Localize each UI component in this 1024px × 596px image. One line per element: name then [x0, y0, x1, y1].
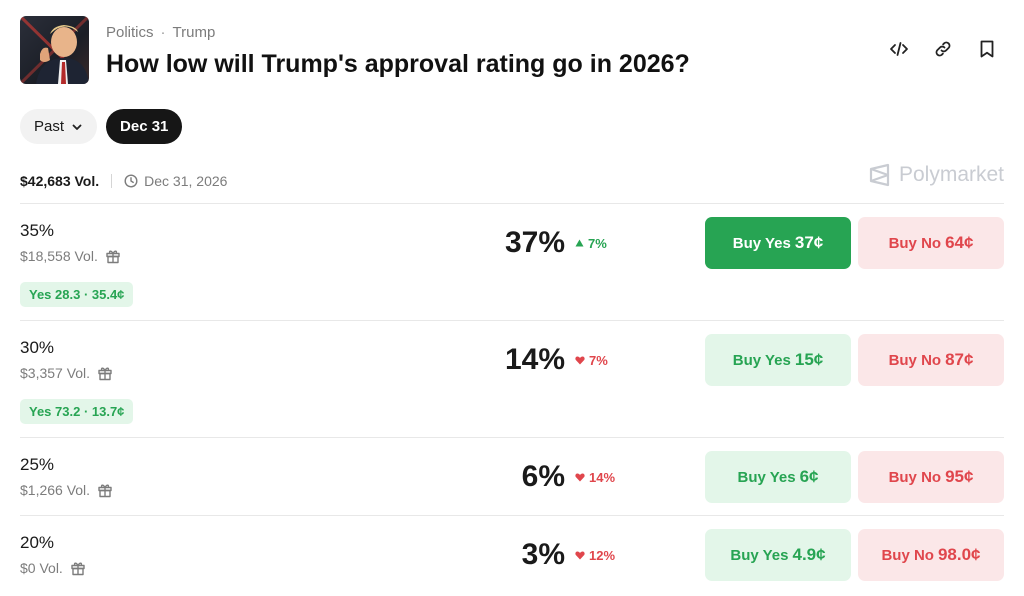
date-pill-label: Dec 31	[120, 118, 169, 135]
chance-change-value: 7%	[589, 352, 608, 368]
embed-icon	[890, 42, 908, 56]
chance-change-value: 12%	[589, 547, 616, 563]
chance-change-value: 14%	[589, 469, 616, 485]
buy-no-button[interactable]: Buy No 98.0¢	[858, 529, 1004, 581]
chance-value: 6%	[521, 460, 565, 493]
gift-icon	[71, 562, 85, 576]
buy-no-button[interactable]: Buy No 64¢	[858, 217, 1004, 269]
past-dropdown-label: Past	[34, 118, 65, 135]
bookmark-button[interactable]	[976, 38, 998, 60]
page-title: How low will Trump's approval rating go …	[106, 50, 690, 78]
chevron-down-icon	[71, 121, 83, 133]
outcome-row: 30% $3,357 Vol. Yes 73.2 · 13.7¢ 14% 7% …	[20, 320, 1004, 437]
brand-name: Polymarket	[898, 163, 1004, 186]
past-dropdown[interactable]: Past	[20, 109, 98, 144]
outcome-volume: $0 Vol.	[20, 560, 86, 576]
chance-change: 14%	[575, 470, 615, 485]
outcome-row: 25% $1,266 Vol. 6% 14% Buy Yes 6¢ Buy No…	[20, 437, 1004, 515]
triangle-up-icon	[575, 239, 584, 247]
buy-no-price: 98.0¢	[937, 545, 981, 564]
bookmark-icon	[980, 40, 994, 58]
link-icon	[935, 41, 951, 57]
chance-change: 7%	[575, 236, 607, 251]
buy-no-label: Buy No	[888, 234, 942, 252]
buy-no-button[interactable]: Buy No 87¢	[858, 334, 1004, 386]
outcome-volume: $3,357 Vol.	[20, 365, 113, 381]
buy-yes-button[interactable]: Buy Yes 37¢	[705, 217, 851, 269]
buy-yes-price: 37¢	[794, 233, 824, 252]
buy-no-button[interactable]: Buy No 95¢	[858, 451, 1004, 503]
outcome-label: 25%	[20, 455, 55, 474]
buy-yes-label: Buy Yes	[732, 351, 791, 369]
outcome-volume: $1,266 Vol.	[20, 482, 113, 498]
outcome-row: 20% $0 Vol. 3% 12% Buy Yes 4.9¢ Buy No 9…	[20, 515, 1004, 593]
breadcrumb: Politics · Trump	[106, 24, 215, 41]
market-meta: $42,683 Vol. Dec 31, 2026 Polymarket	[20, 163, 1004, 191]
breadcrumb-tag[interactable]: Trump	[172, 24, 216, 41]
chance-value: 37%	[504, 226, 565, 259]
market-header: Politics · Trump How low will Trump's ap…	[20, 16, 1004, 86]
heart-down-icon	[575, 551, 585, 559]
date-pill-dec-31[interactable]: Dec 31	[106, 109, 183, 144]
buy-yes-label: Buy Yes	[730, 546, 789, 564]
heart-down-icon	[575, 473, 585, 481]
chance-change: 12%	[575, 548, 615, 563]
buy-yes-button[interactable]: Buy Yes 6¢	[705, 451, 851, 503]
buy-yes-label: Buy Yes	[737, 468, 796, 486]
market-thumbnail	[20, 16, 89, 84]
gift-icon	[98, 484, 112, 498]
breadcrumb-category[interactable]: Politics	[106, 24, 154, 41]
header-actions	[888, 38, 998, 60]
outcome-label: 20%	[20, 533, 55, 552]
gift-icon	[98, 367, 112, 381]
outcome-volume-text: $18,558 Vol.	[20, 248, 98, 264]
outcome-volume-text: $1,266 Vol.	[20, 482, 91, 498]
outcome-list: 35% $18,558 Vol. Yes 28.3 · 35.4¢ 37% 7%…	[20, 203, 1004, 593]
outcome-row: 35% $18,558 Vol. Yes 28.3 · 35.4¢ 37% 7%…	[20, 203, 1004, 320]
buy-no-label: Buy No	[881, 546, 934, 564]
clock-icon	[124, 174, 138, 188]
buy-yes-price: 15¢	[794, 350, 824, 369]
buy-no-price: 95¢	[945, 467, 974, 486]
outcome-volume-text: $0 Vol.	[20, 560, 63, 576]
embed-button[interactable]	[888, 38, 910, 60]
outcome-chance: 3% 12%	[475, 538, 690, 572]
buy-yes-button[interactable]: Buy Yes 4.9¢	[705, 529, 851, 581]
outcome-chance: 6% 14%	[475, 460, 690, 494]
chance-value: 3%	[521, 538, 565, 571]
total-volume: $42,683 Vol.	[20, 173, 100, 189]
buy-yes-label: Buy Yes	[732, 234, 791, 252]
end-date-text: Dec 31, 2026	[144, 173, 228, 189]
outcome-chance: 14% 7%	[475, 343, 690, 377]
buy-no-price: 87¢	[945, 350, 974, 369]
liquidity-reward-badge[interactable]: Yes 28.3 · 35.4¢	[20, 282, 134, 307]
polymarket-logo: Polymarket	[869, 163, 1004, 187]
liquidity-reward-badge[interactable]: Yes 73.2 · 13.7¢	[20, 399, 134, 424]
outcome-volume-text: $3,357 Vol.	[20, 365, 91, 381]
gift-icon	[106, 250, 120, 264]
meta-divider	[111, 174, 113, 188]
breadcrumb-separator: ·	[160, 24, 166, 41]
outcome-chance: 37% 7%	[475, 226, 690, 260]
buy-yes-price: 6¢	[799, 467, 819, 486]
outcome-label: 35%	[20, 221, 55, 240]
copy-link-button[interactable]	[932, 38, 954, 60]
chance-change: 7%	[575, 353, 608, 368]
buy-no-label: Buy No	[888, 351, 942, 369]
buy-yes-button[interactable]: Buy Yes 15¢	[705, 334, 851, 386]
heart-down-icon	[575, 356, 585, 364]
outcome-label: 30%	[20, 338, 55, 357]
chance-value: 14%	[504, 343, 565, 376]
end-date: Dec 31, 2026	[124, 173, 227, 189]
buy-yes-price: 4.9¢	[792, 545, 826, 564]
polymarket-logo-icon	[869, 163, 890, 187]
chance-change-value: 7%	[588, 235, 607, 251]
outcome-volume: $18,558 Vol.	[20, 248, 121, 264]
buy-no-label: Buy No	[888, 468, 942, 486]
date-filters: Past Dec 31	[20, 109, 183, 144]
buy-no-price: 64¢	[945, 233, 974, 252]
